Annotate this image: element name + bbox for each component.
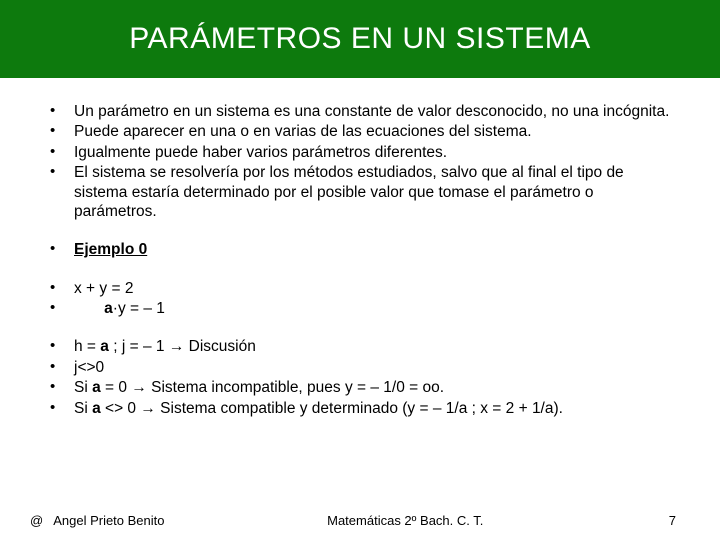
bullet-appearance: Puede aparecer en una o en varias de las…	[44, 122, 676, 141]
d1-mid: ; j = – 1	[109, 338, 169, 355]
at-icon: @	[30, 513, 43, 528]
equation-2: a·y = – 1	[44, 299, 676, 318]
d3-a: a	[92, 379, 101, 396]
d1-a: a	[100, 338, 109, 355]
arrow-icon: →	[169, 338, 185, 355]
arrow-icon: →	[140, 400, 156, 417]
disc-line-1: h = a ; j = – 1 → Discusión	[44, 337, 676, 356]
disc-line-3: Si a = 0 → Sistema incompatible, pues y …	[44, 378, 676, 397]
bullet-resolution: El sistema se resolvería por los métodos…	[44, 163, 676, 221]
slide-title: PARÁMETROS EN UN SISTEMA	[0, 0, 720, 78]
equation-1: x + y = 2	[44, 279, 676, 298]
eq2-param-a: a	[104, 300, 113, 317]
slide-footer: @ Angel Prieto Benito Matemáticas 2º Bac…	[0, 513, 720, 528]
d4-mid: <> 0	[101, 400, 141, 417]
disc-line-4: Si a <> 0 → Sistema compatible y determi…	[44, 399, 676, 418]
d1-pre: h =	[74, 338, 100, 355]
example-label: Ejemplo 0	[74, 241, 147, 258]
d4-post: Sistema compatible y determinado (y = – …	[156, 400, 563, 417]
footer-course: Matemáticas 2º Bach. C. T.	[165, 513, 647, 528]
bullet-multiple: Igualmente puede haber varios parámetros…	[44, 143, 676, 162]
footer-author: Angel Prieto Benito	[53, 513, 164, 528]
equations-list: x + y = 2 a·y = – 1	[44, 279, 676, 319]
bullet-definition: Un parámetro en un sistema es una consta…	[44, 102, 676, 121]
d4-a: a	[92, 400, 101, 417]
d1-post: Discusión	[184, 338, 256, 355]
example-heading-list: Ejemplo 0	[44, 240, 676, 259]
d4-pre: Si	[74, 400, 92, 417]
eq2-rest: ·y = – 1	[113, 300, 165, 317]
discussion-list: h = a ; j = – 1 → Discusión j<>0 Si a = …	[44, 337, 676, 418]
disc-line-2: j<>0	[44, 358, 676, 377]
eq2-indent	[74, 300, 104, 317]
intro-bullets: Un parámetro en un sistema es una consta…	[44, 102, 676, 221]
slide-body: Un parámetro en un sistema es una consta…	[0, 78, 720, 418]
example-heading: Ejemplo 0	[44, 240, 676, 259]
d3-post: Sistema incompatible, pues y = – 1/0 = o…	[147, 379, 444, 396]
arrow-icon: →	[131, 379, 147, 396]
footer-page-number: 7	[646, 513, 676, 528]
d3-pre: Si	[74, 379, 92, 396]
d3-mid: = 0	[101, 379, 132, 396]
